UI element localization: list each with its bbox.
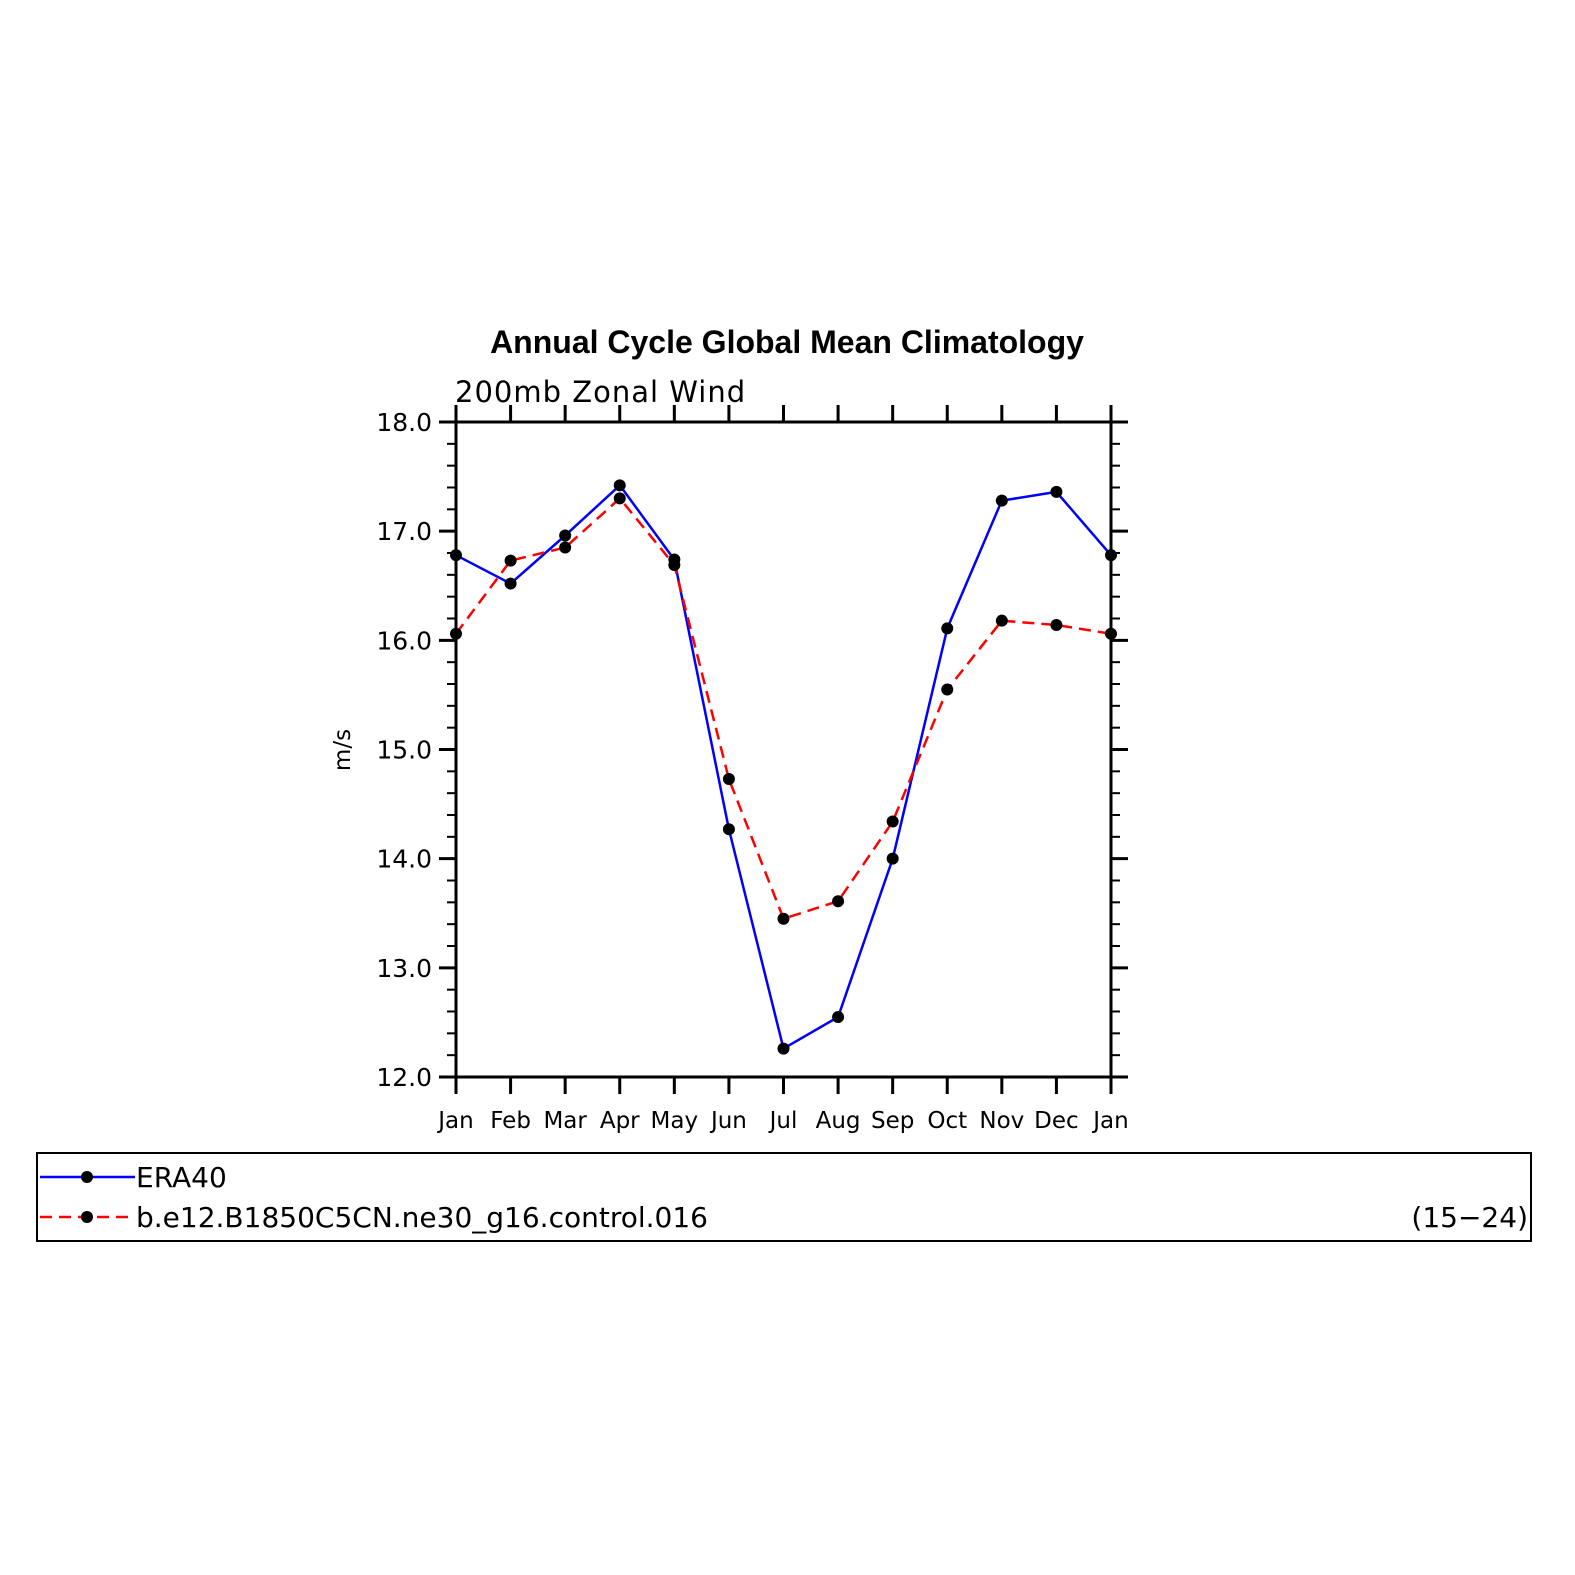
legend: ERA40 b.e12.B1850C5CN.ne30_g16.control.0… [36, 1152, 1532, 1242]
data-point-series-1 [995, 614, 1008, 627]
data-point-series-1 [613, 492, 626, 505]
chart-title: Annual Cycle Global Mean Climatology [490, 324, 1084, 360]
y-tick-label: 16.0 [376, 626, 432, 655]
data-point-series-0 [613, 479, 626, 492]
legend-note: (15−24) [1411, 1201, 1528, 1234]
x-tick-labels: Jan Feb Mar Apr May Jun Jul Aug Sep Oct Nov Dec Jan [436, 1108, 1128, 1134]
data-point-series-1 [777, 912, 790, 925]
x-tick-label: Oct [927, 1108, 967, 1134]
data-point-series-0 [559, 529, 572, 542]
x-tick-label: Apr [600, 1108, 640, 1134]
x-tick-label: Jan [436, 1108, 473, 1134]
data-point-series-1 [504, 554, 517, 567]
y-tick-label: 18.0 [376, 408, 432, 437]
y-tick-label: 12.0 [376, 1063, 432, 1092]
data-point-series-0 [722, 823, 735, 836]
y-axis-label: m/s [330, 729, 356, 771]
data-point-series-0 [886, 852, 899, 865]
legend-label-model: b.e12.B1850C5CN.ne30_g16.control.016 [136, 1201, 708, 1234]
axis-ticks [439, 405, 1128, 1094]
x-tick-label: Aug [816, 1108, 861, 1134]
data-point-series-0 [504, 577, 517, 590]
y-tick-label: 15.0 [376, 736, 432, 765]
legend-box [36, 1152, 1532, 1242]
x-tick-label: Sep [871, 1108, 914, 1134]
series-markers [450, 479, 1117, 1055]
data-point-series-1 [886, 815, 899, 828]
data-point-series-0 [995, 494, 1008, 507]
legend-marker-era40 [81, 1171, 93, 1183]
data-point-series-0 [1050, 485, 1063, 498]
data-point-series-1 [559, 541, 572, 554]
data-point-series-1 [668, 559, 681, 572]
x-tick-label: May [651, 1108, 699, 1134]
series-line-1 [454, 497, 1112, 920]
y-tick-label: 13.0 [376, 954, 432, 983]
series-line-0 [455, 484, 1112, 1050]
x-tick-label: Nov [979, 1108, 1024, 1134]
data-point-series-1 [832, 895, 845, 908]
x-tick-label: Feb [490, 1108, 531, 1134]
x-tick-label: Jun [709, 1108, 747, 1134]
legend-marker-model [81, 1211, 93, 1223]
data-point-series-1 [722, 772, 735, 785]
x-tick-label: Dec [1034, 1108, 1079, 1134]
x-tick-label: Mar [543, 1108, 587, 1134]
y-tick-label: 17.0 [376, 517, 432, 546]
data-point-series-0 [941, 622, 954, 635]
plot-frame [454, 420, 1113, 1079]
data-point-series-1 [941, 683, 954, 696]
y-tick-label: 14.0 [376, 845, 432, 874]
x-tick-label: Jul [768, 1108, 798, 1134]
x-tick-label: Jan [1091, 1108, 1128, 1134]
data-point-series-0 [832, 1010, 845, 1023]
chart-subtitle: 200mb Zonal Wind [455, 375, 746, 409]
legend-label-era40: ERA40 [136, 1161, 227, 1194]
series-lines [454, 484, 1112, 1050]
y-tick-labels: 12.0 13.0 14.0 15.0 16.0 17.0 18.0 [376, 408, 432, 1092]
data-point-series-0 [777, 1042, 790, 1055]
data-point-series-1 [1050, 619, 1063, 632]
